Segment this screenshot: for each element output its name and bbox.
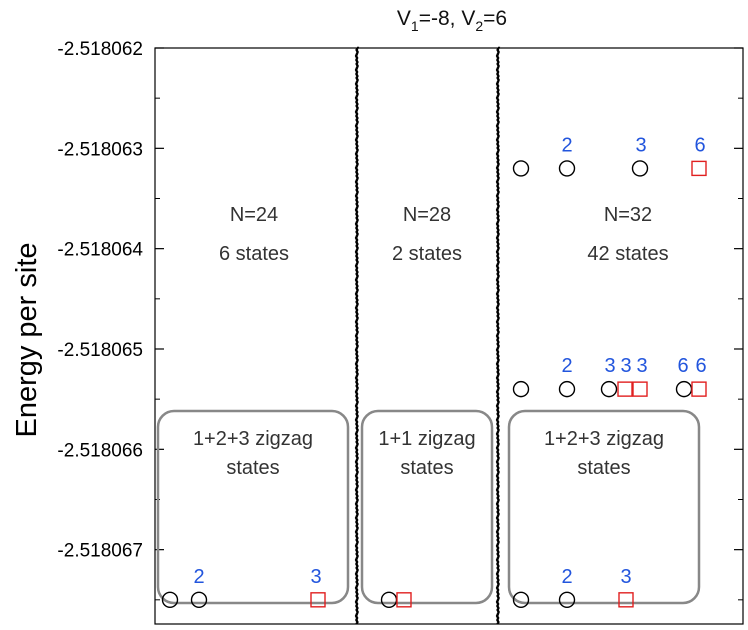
states-count-label: 2 states xyxy=(392,243,462,265)
square-marker xyxy=(632,381,648,397)
circle-marker xyxy=(675,380,693,398)
panel-divider xyxy=(495,46,501,625)
zigzag-box-line1: 1+2+3 zigzag xyxy=(193,428,313,450)
square-marker xyxy=(310,592,326,608)
panel-dividers xyxy=(354,46,501,625)
multiplicity-label: 3 xyxy=(635,134,646,156)
square-marker xyxy=(618,592,634,608)
states-count-label: 6 states xyxy=(219,243,289,265)
chart-title: V1=-8, V2=6 xyxy=(397,7,507,34)
multiplicity-label: 3 xyxy=(604,355,615,377)
title-v1-label: V xyxy=(397,7,411,30)
title-v2-sub: 2 xyxy=(475,18,483,34)
y-axis-ticks: -2.518062 -2.518063 -2.518064 -2.518065 -2.5… xyxy=(57,39,743,601)
panels: N=24 6 states 1+2+3 zigzag states 2 3 N=28 2 st… xyxy=(156,134,707,609)
circle-marker xyxy=(558,591,576,609)
zigzag-box-line1: 1+1 zigzag xyxy=(378,428,475,450)
circle-marker xyxy=(558,380,576,398)
circle-marker xyxy=(558,160,576,177)
multiplicity-label: 3 xyxy=(636,355,647,377)
y-tick-label: -2.518063 xyxy=(57,139,143,160)
square-marker xyxy=(617,381,633,397)
multiplicity-label: 3 xyxy=(310,566,321,588)
title-v2-label: V xyxy=(461,7,475,30)
zigzag-box-line2: states xyxy=(577,457,630,479)
n-label: N=24 xyxy=(230,204,278,226)
circle-marker xyxy=(512,380,530,398)
circle-marker xyxy=(631,160,649,177)
y-tick-label: -2.518065 xyxy=(57,340,143,361)
multiplicity-label: 3 xyxy=(620,566,631,588)
multiplicity-label: 6 xyxy=(677,355,688,377)
multiplicity-label: 2 xyxy=(561,355,572,377)
circle-marker xyxy=(512,160,530,177)
square-marker xyxy=(396,592,412,608)
circle-marker xyxy=(600,380,618,398)
multiplicity-label: 6 xyxy=(694,134,705,156)
y-tick-label: -2.518062 xyxy=(57,39,143,60)
multiplicity-label: 2 xyxy=(561,134,572,156)
zigzag-box xyxy=(156,409,350,605)
title-v2-value: =6 xyxy=(483,7,507,30)
circle-marker xyxy=(380,591,398,609)
circle-marker xyxy=(512,591,530,609)
panel-2: N=28 2 states 1+1 zigzag states xyxy=(360,204,494,609)
y-axis-label: Energy per site xyxy=(11,242,43,437)
multiplicity-label: 6 xyxy=(695,355,706,377)
title-v1-sub: 1 xyxy=(411,18,419,34)
circle-marker xyxy=(161,591,179,609)
panel-divider xyxy=(354,46,360,625)
zigzag-box xyxy=(507,409,701,605)
zigzag-box xyxy=(360,409,494,605)
n-label: N=28 xyxy=(403,204,451,226)
multiplicity-label: 2 xyxy=(193,566,204,588)
multiplicity-label: 3 xyxy=(620,355,631,377)
zigzag-box-line1: 1+2+3 zigzag xyxy=(544,428,664,450)
zigzag-box-line2: states xyxy=(226,457,279,479)
zigzag-box-line2: states xyxy=(400,457,453,479)
states-count-label: 42 states xyxy=(587,243,668,265)
square-marker xyxy=(691,160,707,177)
title-v1-value: =-8, xyxy=(419,7,462,30)
panel-1: N=24 6 states 1+2+3 zigzag states 2 3 xyxy=(156,204,350,609)
n-label: N=32 xyxy=(604,204,652,226)
circle-marker xyxy=(190,591,208,609)
y-tick-label: -2.518067 xyxy=(57,541,143,562)
plot-frame xyxy=(154,47,744,625)
y-tick-label: -2.518064 xyxy=(57,240,143,261)
square-marker xyxy=(691,381,707,397)
y-tick-label: -2.518066 xyxy=(57,440,143,461)
multiplicity-label: 2 xyxy=(561,566,572,588)
